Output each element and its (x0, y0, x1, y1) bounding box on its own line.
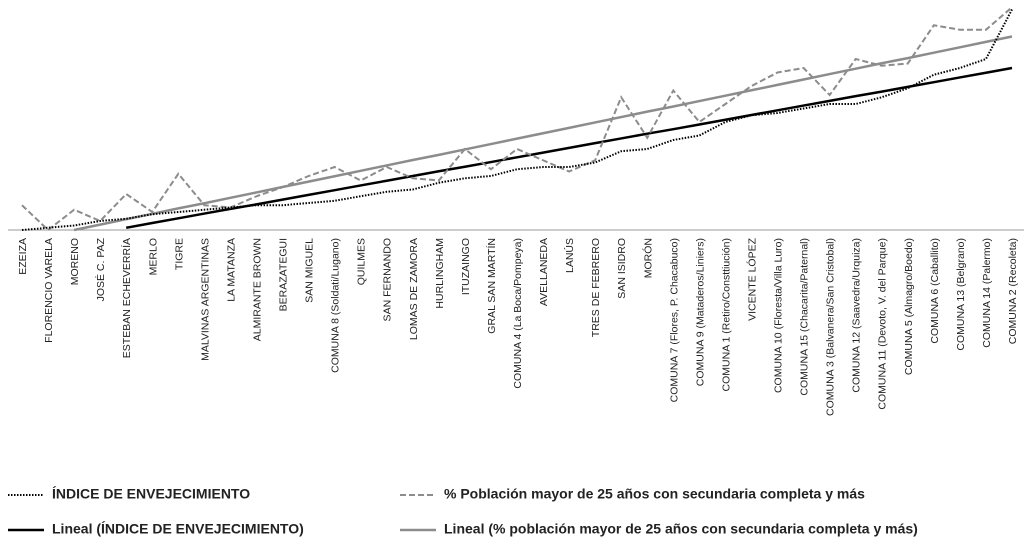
x-tick-label: JOSÉ C. PAZ (94, 237, 107, 301)
x-tick-label: VICENTE LÓPEZ (745, 237, 758, 320)
series-line (21, 6, 1013, 232)
x-tick-label: GRAL SAN MARTÍN (485, 238, 498, 334)
x-tick-label: COMUNA 10 (Floresta/Villa Luro) (773, 238, 785, 393)
series-line (73, 35, 1013, 232)
x-tick-label: MALVINAS ARGENTINAS (199, 238, 211, 361)
series-line (21, 9, 1013, 231)
x-tick-label: TIGRE (173, 238, 185, 270)
x-tick-label: TRES DE FEBRERO (590, 238, 602, 337)
x-tick-label: SAN ISIDRO (616, 238, 628, 299)
x-tick-label: EZEIZA (17, 238, 29, 275)
x-tick-label: FLORENCIO VARELA (43, 238, 55, 343)
x-tick-label: COMUNA 14 (Palermo) (981, 238, 993, 348)
x-tick-label: COMUNA 8 (Soldati/Lugano) (330, 238, 342, 373)
x-tick-label: COMUNA 3 (Balvanera/San Cristobal) (825, 238, 837, 416)
x-tick-label: SAN MIGUEL (304, 238, 316, 303)
x-tick-label: MORENO (69, 238, 81, 285)
x-tick-label: AVELLANEDA (538, 238, 550, 306)
x-tick-label: ESTEBAN ECHEVERRÍA (120, 238, 133, 358)
legend-label: % Población mayor de 25 años con secunda… (444, 486, 865, 502)
legend-label: Lineal (% población mayor de 25 años con… (444, 521, 918, 537)
x-tick-label: COMUNA 7 (Flores, P. Chacabuco) (668, 238, 680, 402)
x-tick-label: COMUNA 11 (Devoto, V. del Parque) (877, 238, 889, 410)
x-tick-label: COMUNA 9 (Mataderos/Liniers) (694, 238, 706, 386)
x-tick-label: COMUNA 6 (Caballito) (929, 238, 941, 344)
x-tick-label: COMUNA 13 (Belgrano) (955, 238, 967, 351)
x-tick-label: ALMIRANTE BROWN (251, 238, 263, 341)
x-tick-label: LOMAS DE ZAMORA (408, 238, 420, 340)
x-tick-label: ITUZAINGO (460, 238, 472, 295)
x-tick-label: COMUNA 15 (Chacarita/Paternal) (799, 238, 811, 396)
x-tick-label: MORÓN (641, 238, 654, 278)
x-tick-label: LANÚS (563, 238, 576, 273)
x-tick-label: SAN FERNANDO (382, 238, 394, 321)
x-tick-label: MERLO (147, 238, 159, 275)
x-tick-label: COMUNA 4 (La Boca/Pompeya) (512, 238, 524, 389)
x-tick-label: COMUNA 2 (Recoleta) (1007, 238, 1019, 344)
series-line (125, 66, 1013, 229)
x-tick-label: LA MATANZA (225, 238, 237, 302)
x-tick-label: HURLINGHAM (434, 238, 446, 309)
x-tick-label: COMUNA 1 (Retiro/Consttiución) (720, 238, 732, 391)
x-tick-label: COMUNA 5 (Almagro/Boedo) (903, 238, 915, 375)
x-tick-label: QUILMES (356, 238, 368, 285)
legend-label: ÍNDICE DE ENVEJECIMIENTO (52, 486, 250, 502)
x-tick-label: BERAZATEGUI (278, 238, 290, 311)
legend-label: Lineal (ÍNDICE DE ENVEJECIMIENTO) (52, 521, 304, 537)
x-tick-label: COMUNA 12 (Saavedra/Urquiza) (851, 238, 863, 393)
